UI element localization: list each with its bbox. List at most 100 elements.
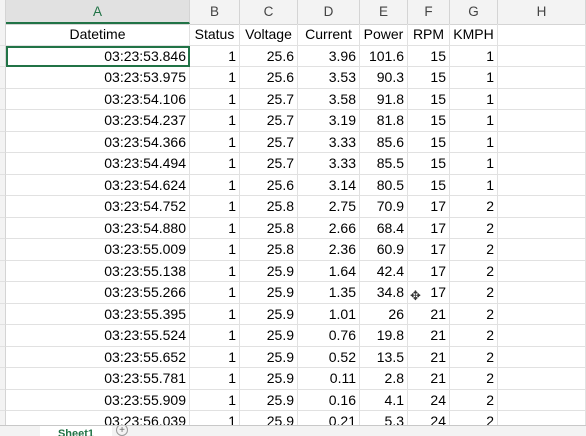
data-cell[interactable]: 17 [408, 217, 450, 239]
header-cell[interactable]: KMPH [450, 24, 498, 46]
data-cell[interactable]: 2 [450, 217, 498, 239]
data-cell[interactable]: 3.19 [298, 110, 360, 132]
row-header[interactable] [0, 260, 6, 282]
data-cell[interactable]: 2 [450, 303, 498, 325]
data-cell[interactable]: 2.75 [298, 196, 360, 218]
data-cell[interactable]: 1 [450, 110, 498, 132]
data-cell[interactable]: 3.33 [298, 131, 360, 153]
data-cell[interactable]: 2.36 [298, 239, 360, 261]
data-cell[interactable]: 25.7 [240, 88, 298, 110]
data-cell[interactable]: 03:23:55.395 [6, 303, 190, 325]
data-cell[interactable] [498, 45, 586, 67]
header-cell[interactable]: Status [190, 24, 240, 46]
column-header-f[interactable]: F [408, 0, 450, 24]
data-cell[interactable]: 25.9 [240, 260, 298, 282]
data-cell[interactable]: 03:23:54.366 [6, 131, 190, 153]
data-cell[interactable]: 25.9 [240, 368, 298, 390]
data-cell[interactable]: 25.7 [240, 153, 298, 175]
data-cell[interactable]: 91.8 [360, 88, 408, 110]
data-cell[interactable]: 3.14 [298, 174, 360, 196]
data-cell[interactable]: 25.6 [240, 67, 298, 89]
row-header[interactable] [0, 24, 6, 46]
data-cell[interactable]: 03:23:55.524 [6, 325, 190, 347]
data-cell[interactable]: 21 [408, 325, 450, 347]
data-cell[interactable]: 25.9 [240, 325, 298, 347]
data-cell[interactable] [498, 110, 586, 132]
data-cell[interactable]: 15 [408, 131, 450, 153]
data-cell[interactable]: 70.9 [360, 196, 408, 218]
data-cell[interactable]: 21 [408, 346, 450, 368]
data-cell[interactable]: 90.3 [360, 67, 408, 89]
data-cell[interactable]: 1 [190, 153, 240, 175]
row-header[interactable] [0, 325, 6, 347]
row-header[interactable] [0, 389, 6, 411]
column-header-a[interactable]: A [6, 0, 190, 24]
data-cell[interactable] [498, 346, 586, 368]
column-header-c[interactable]: C [240, 0, 298, 24]
data-cell[interactable] [498, 260, 586, 282]
data-cell[interactable]: 03:23:54.106 [6, 88, 190, 110]
data-cell[interactable]: 1 [190, 368, 240, 390]
data-cell[interactable]: 25.9 [240, 389, 298, 411]
data-cell[interactable]: 5.3 [360, 411, 408, 425]
data-cell[interactable]: 1 [450, 88, 498, 110]
data-cell[interactable]: 3.53 [298, 67, 360, 89]
data-cell[interactable]: 15 [408, 67, 450, 89]
column-header-b[interactable]: B [190, 0, 240, 24]
data-cell[interactable]: 1 [450, 67, 498, 89]
data-cell[interactable]: 15 [408, 110, 450, 132]
data-cell[interactable]: 25.7 [240, 131, 298, 153]
data-cell[interactable]: 85.6 [360, 131, 408, 153]
row-header[interactable] [0, 368, 6, 390]
data-cell[interactable] [498, 153, 586, 175]
data-cell[interactable]: 21 [408, 303, 450, 325]
data-cell[interactable]: 4.1 [360, 389, 408, 411]
data-cell[interactable]: 80.5 [360, 174, 408, 196]
data-cell[interactable]: 81.8 [360, 110, 408, 132]
data-cell[interactable]: 0.11 [298, 368, 360, 390]
data-cell[interactable]: 03:23:54.752 [6, 196, 190, 218]
data-cell[interactable]: 25.9 [240, 282, 298, 304]
data-cell[interactable] [498, 303, 586, 325]
data-cell[interactable]: 03:23:54.880 [6, 217, 190, 239]
row-header[interactable] [0, 153, 6, 175]
data-cell[interactable]: 0.52 [298, 346, 360, 368]
data-cell[interactable]: 2.8 [360, 368, 408, 390]
data-cell[interactable]: 1.01 [298, 303, 360, 325]
data-cell[interactable]: 1 [190, 260, 240, 282]
data-cell[interactable]: 2 [450, 346, 498, 368]
row-header[interactable] [0, 88, 6, 110]
data-cell[interactable]: 26 [360, 303, 408, 325]
data-cell[interactable]: 2.66 [298, 217, 360, 239]
data-cell[interactable] [498, 239, 586, 261]
data-cell[interactable]: 25.9 [240, 346, 298, 368]
data-cell[interactable]: 1.35 [298, 282, 360, 304]
data-cell[interactable]: 1 [190, 325, 240, 347]
plus-circle-icon[interactable]: + [116, 426, 128, 436]
data-cell[interactable]: 17 [408, 239, 450, 261]
data-cell[interactable]: 15 [408, 174, 450, 196]
data-cell[interactable]: 68.4 [360, 217, 408, 239]
data-cell[interactable]: 42.4 [360, 260, 408, 282]
data-cell[interactable]: 15 [408, 153, 450, 175]
data-cell[interactable] [498, 325, 586, 347]
data-cell[interactable]: 25.8 [240, 217, 298, 239]
data-cell[interactable]: 0.21 [298, 411, 360, 425]
header-cell[interactable] [498, 24, 586, 46]
data-cell[interactable]: 1 [190, 67, 240, 89]
data-cell[interactable]: 1 [190, 88, 240, 110]
data-cell[interactable]: 25.8 [240, 196, 298, 218]
data-cell[interactable]: 1 [190, 239, 240, 261]
row-header[interactable] [0, 174, 6, 196]
data-cell[interactable]: 3.33 [298, 153, 360, 175]
data-cell[interactable]: 19.8 [360, 325, 408, 347]
data-cell[interactable]: 03:23:54.237 [6, 110, 190, 132]
data-cell[interactable] [498, 88, 586, 110]
data-cell[interactable]: 1 [190, 45, 240, 67]
data-cell[interactable]: 03:23:55.781 [6, 368, 190, 390]
data-cell[interactable] [498, 174, 586, 196]
data-cell[interactable]: 2 [450, 260, 498, 282]
data-cell[interactable]: 25.8 [240, 239, 298, 261]
data-cell[interactable] [498, 131, 586, 153]
data-cell[interactable]: 101.6 [360, 45, 408, 67]
